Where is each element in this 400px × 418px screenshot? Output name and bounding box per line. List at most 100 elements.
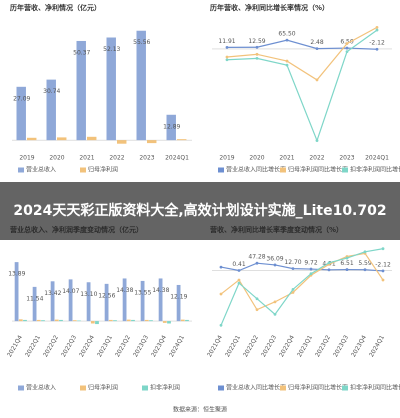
point (291, 287, 295, 291)
point (225, 55, 229, 59)
point (381, 269, 385, 273)
line (226, 26, 378, 81)
point (219, 292, 223, 296)
x-tick-label: 2021 (79, 155, 94, 162)
bar (176, 284, 181, 322)
x-tick-label: 2022 (309, 155, 324, 162)
x-tick-label: 2019 (19, 155, 34, 162)
point (255, 52, 259, 56)
point (345, 268, 349, 271)
point (237, 269, 241, 272)
data-label: -2.12 (369, 40, 385, 47)
data-label: 12.70 (284, 259, 301, 266)
legend-swatch (142, 385, 148, 391)
line (220, 262, 384, 272)
data-label: 13.42 (44, 290, 61, 297)
point (273, 300, 277, 304)
data-label: 14.38 (116, 287, 133, 294)
bar (104, 283, 109, 322)
bar (117, 140, 127, 144)
chart-title: 历年营收、净利同比增长率情况（%） (210, 3, 329, 12)
banner-title: 2024天天彩正版资料大全,高效计划设计实施_Lite10.702 (0, 182, 400, 240)
legend-swatch (218, 167, 224, 173)
bar (72, 320, 77, 322)
bar (177, 139, 187, 141)
bar (106, 37, 116, 141)
point (345, 256, 349, 260)
point (381, 247, 385, 251)
bar (144, 319, 149, 322)
x-tick-label: 2024Q1 (368, 334, 386, 358)
x-tick-label: 2022Q3 (260, 334, 278, 358)
x-tick-label: 2020 (249, 155, 264, 162)
x-tick-label: 2022Q4 (78, 334, 96, 358)
point (273, 263, 277, 267)
data-label: 27.09 (13, 95, 30, 102)
bar (57, 137, 67, 141)
x-tick-label: 2022Q4 (278, 334, 296, 358)
data-label: 5.59 (358, 260, 372, 267)
bar (76, 40, 86, 141)
x-tick-label: 2021Q4 (206, 334, 224, 358)
bar (131, 319, 135, 322)
point (285, 63, 289, 67)
point (315, 78, 319, 82)
x-tick-label: 2023 (339, 155, 354, 162)
bar (54, 319, 59, 322)
point (255, 261, 259, 265)
bar (108, 319, 113, 322)
point (375, 47, 379, 51)
point (309, 272, 313, 276)
x-tick-label: 2023Q3 (132, 334, 150, 358)
bar (149, 320, 153, 322)
point (273, 312, 277, 316)
bar (185, 319, 189, 322)
bar (140, 280, 145, 322)
legend-label: 营业总收入同比增长率 (226, 384, 286, 392)
data-label: -2.12 (375, 261, 391, 268)
data-label: 9.72 (304, 260, 318, 267)
bar (147, 140, 157, 144)
point (315, 47, 319, 51)
point (381, 278, 385, 282)
legend-label: 归母净利润 (88, 384, 118, 392)
point (237, 281, 241, 285)
data-label: 11.91 (218, 38, 235, 45)
data-label: 36.09 (266, 255, 283, 262)
legend-swatch (218, 385, 224, 391)
legend-swatch (280, 167, 286, 173)
point (315, 139, 319, 142)
point (345, 42, 349, 45)
point (237, 278, 241, 282)
x-tick-label: 2023Q4 (350, 334, 368, 358)
point (219, 265, 223, 269)
data-label: 12.59 (248, 38, 265, 45)
bar (68, 279, 73, 322)
x-tick-label: 2019 (219, 155, 234, 162)
data-label: 0.41 (232, 261, 246, 268)
bar (90, 321, 95, 324)
x-tick-label: 2023 (139, 155, 154, 162)
bar (36, 319, 41, 322)
data-label: 6.50 (340, 39, 354, 46)
x-tick-label: 2023Q3 (332, 334, 350, 358)
point (225, 45, 229, 49)
x-tick-label: 2020 (49, 155, 64, 162)
legend-label: 扣非净利润 (150, 384, 180, 392)
x-tick-label: 2024Q1 (168, 334, 186, 358)
data-label: 30.74 (43, 88, 60, 95)
legend-label: 营业总收入 (26, 166, 56, 174)
x-tick-label: 2022Q1 (224, 334, 242, 358)
x-tick-label: 2023Q2 (114, 334, 132, 358)
data-label: 13.89 (8, 271, 25, 278)
bar (77, 320, 81, 322)
x-tick-label: 2021Q4 (6, 334, 24, 358)
data-label: 2.48 (310, 39, 324, 46)
line (226, 29, 378, 143)
bar (122, 278, 127, 322)
data-label: 6.51 (340, 260, 354, 267)
data-label: 12.19 (170, 293, 187, 300)
x-tick-label: 2022Q1 (24, 334, 42, 358)
